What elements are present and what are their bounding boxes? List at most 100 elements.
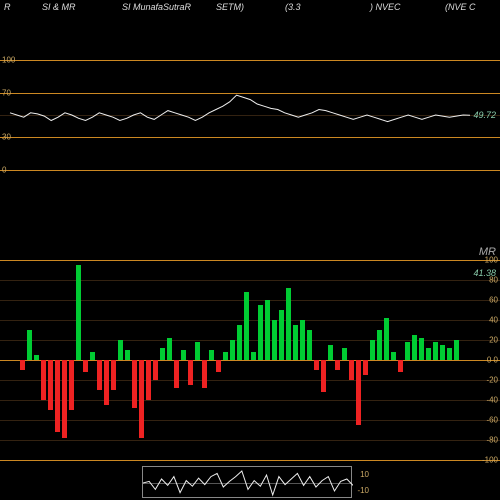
mr-bar (216, 360, 221, 372)
mr-bar (356, 360, 361, 425)
mr-bar (251, 352, 256, 360)
mr-bar (132, 360, 137, 408)
mr-bar (258, 305, 263, 360)
mr-bar (97, 360, 102, 390)
gridline (0, 340, 500, 341)
axis-label: -20 (486, 376, 498, 385)
mr-bar (160, 348, 165, 360)
mr-bar (447, 348, 452, 360)
rsi-panel: 1007030049.72 (0, 60, 500, 170)
mr-bar (433, 342, 438, 360)
mr-title: MR (479, 246, 496, 258)
mr-bar (118, 340, 123, 360)
mr-bar (349, 360, 354, 380)
mr-bar (440, 345, 445, 360)
mr-bar (111, 360, 116, 390)
axis-label: -100 (482, 456, 498, 465)
axis-label: 60 (489, 296, 498, 305)
axis-label: 20 (489, 336, 498, 345)
gridline (0, 460, 500, 461)
mr-bar (209, 350, 214, 360)
mr-bar (244, 292, 249, 360)
rsi-line-chart (0, 60, 500, 170)
mr-bar (398, 360, 403, 372)
mr-bar (223, 352, 228, 360)
mr-bar (167, 338, 172, 360)
mr-bar (230, 340, 235, 360)
mr-bar (454, 340, 459, 360)
header-label: (NVE C (445, 2, 476, 12)
mr-bar (363, 360, 368, 375)
mr-bar (48, 360, 53, 410)
mini-axis-label: 10 (360, 470, 369, 479)
mr-bar (69, 360, 74, 410)
mr-bar (405, 342, 410, 360)
axis-label: 0 0 (487, 356, 498, 365)
gridline (0, 260, 500, 261)
axis-label: 40 (489, 316, 498, 325)
mr-bar (237, 325, 242, 360)
mr-bar (419, 338, 424, 360)
mr-bar (412, 335, 417, 360)
mr-bar (300, 320, 305, 360)
mr-bar (139, 360, 144, 438)
mr-value-label: 41.38 (473, 268, 496, 278)
mr-bar (202, 360, 207, 388)
gridline (0, 280, 500, 281)
gridline (0, 400, 500, 401)
mr-bar (335, 360, 340, 370)
mr-bar (272, 320, 277, 360)
header-label: SETM) (216, 2, 244, 12)
gridline (0, 440, 500, 441)
mr-bar (314, 360, 319, 370)
mr-bar (342, 348, 347, 360)
mr-bar (55, 360, 60, 432)
mr-bar (104, 360, 109, 405)
gridline (0, 360, 500, 361)
mr-bar (62, 360, 67, 438)
mr-bar (146, 360, 151, 400)
axis-label: -80 (486, 436, 498, 445)
mr-bar (41, 360, 46, 400)
mr-bar (391, 352, 396, 360)
mr-bar (34, 355, 39, 360)
mr-bar (125, 350, 130, 360)
mr-bar (181, 350, 186, 360)
mr-bar (195, 342, 200, 360)
mr-bar (265, 300, 270, 360)
mini-line-chart (143, 467, 353, 499)
axis-label: -60 (486, 416, 498, 425)
mr-bar (286, 288, 291, 360)
mr-bar (83, 360, 88, 372)
gridline (0, 380, 500, 381)
mr-panel: 100806040200 0-20-40-60-80-100MR41.38 (0, 260, 500, 460)
mr-bar (90, 352, 95, 360)
mr-bar (293, 325, 298, 360)
mini-axis-label: -10 (357, 486, 369, 495)
gridline (0, 320, 500, 321)
mr-bar (27, 330, 32, 360)
rsi-value-label: 49.72 (473, 110, 496, 120)
axis-label: -40 (486, 396, 498, 405)
mr-bar (76, 265, 81, 360)
mr-bar (20, 360, 25, 370)
header-label: SI MunafaSutraR (122, 2, 191, 12)
mr-bar (426, 348, 431, 360)
header-label: (3.3 (285, 2, 301, 12)
header-label: R (4, 2, 11, 12)
header-label: ) NVEC (370, 2, 401, 12)
mr-bar (328, 345, 333, 360)
mr-bar (279, 310, 284, 360)
mr-bar (153, 360, 158, 380)
mr-bar (384, 318, 389, 360)
gridline (0, 300, 500, 301)
gridline (0, 170, 500, 171)
chart-header: R SI & MR SI MunafaSutraR SETM) (3.3 ) NVEC (N… (0, 2, 500, 16)
gridline (0, 420, 500, 421)
header-label: SI & MR (42, 2, 76, 12)
mini-oscillator-panel: 10-10 (142, 466, 352, 498)
mr-bar (307, 330, 312, 360)
mr-bar (377, 330, 382, 360)
mr-bar (321, 360, 326, 392)
mr-bar (174, 360, 179, 388)
